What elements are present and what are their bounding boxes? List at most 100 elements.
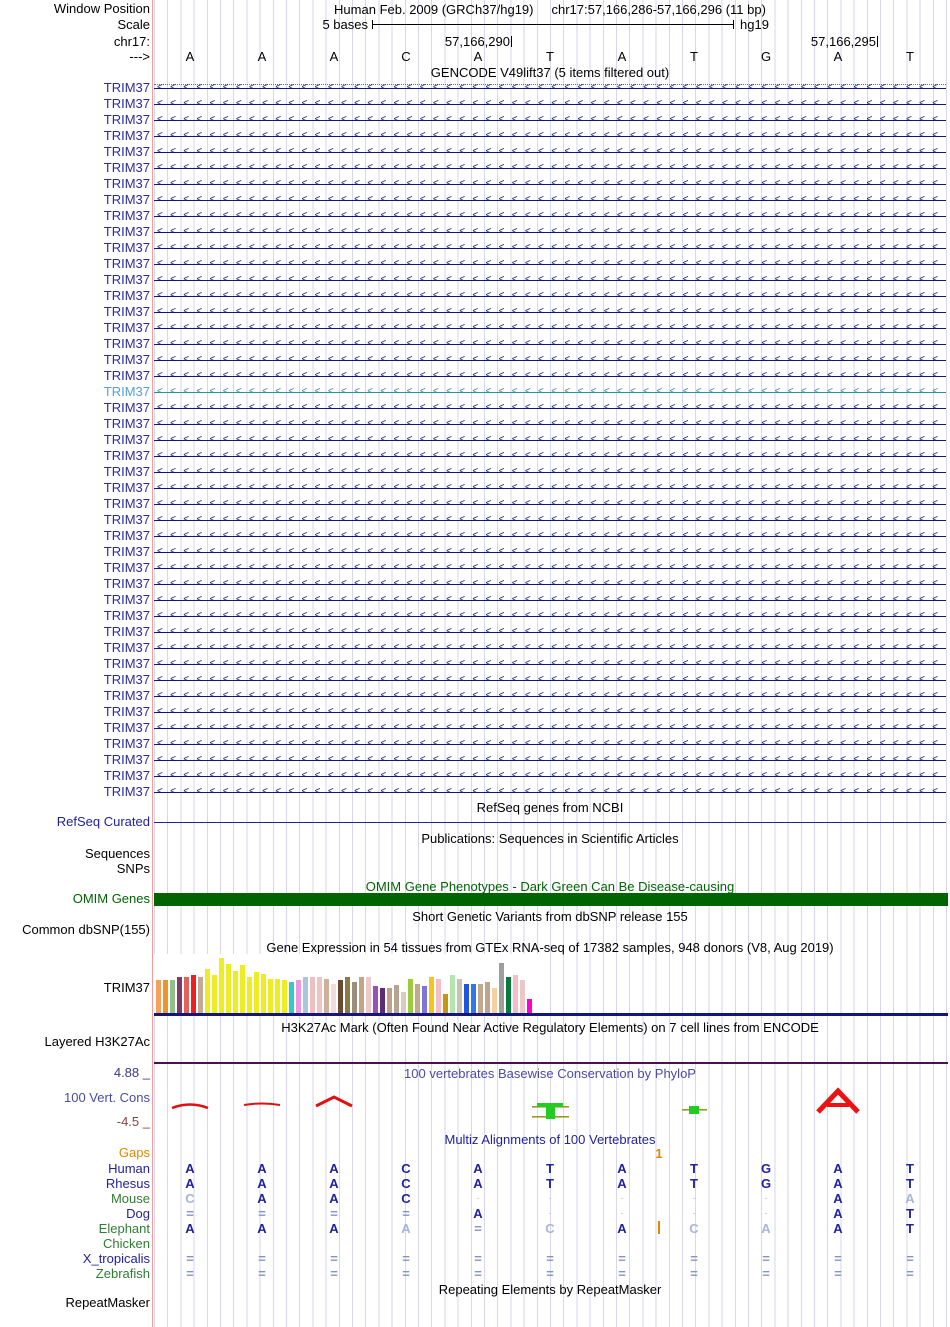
gencode-transcript-row[interactable]: <<<<<<<<<<<<<<<<<<<<<<<<<<<<<<<<<<<<<<<<… <box>154 624 946 640</box>
multiz-cell-mouse-3[interactable]: A <box>329 1191 339 1206</box>
multiz-cell-human-1[interactable]: A <box>185 1161 195 1176</box>
multiz-cell-x_tropicalis-8[interactable]: = <box>690 1251 698 1266</box>
gtex-tissue-bar-3[interactable] <box>170 980 175 1013</box>
multiz-cell-x_tropicalis-9[interactable]: = <box>762 1251 770 1266</box>
multiz-cell-rhesus-5[interactable]: A <box>473 1176 483 1191</box>
gtex-tissue-bar-35[interactable] <box>394 985 399 1013</box>
gtex-tissue-bar-10[interactable] <box>219 958 224 1013</box>
gencode-transcript-row[interactable]: <<<<<<<<<<<<<<<<<<<<<<<<<<<<<<<<<<<<<<<<… <box>154 480 946 496</box>
gencode-transcript-row[interactable]: <<<<<<<<<<<<<<<<<<<<<<<<<<<<<<<<<<<<<<<<… <box>154 544 946 560</box>
gtex-tissue-bar-48[interactable] <box>485 982 490 1013</box>
gtex-tissue-bar-34[interactable] <box>387 988 392 1013</box>
gtex-tissue-bar-37[interactable] <box>408 979 413 1013</box>
gtex-tissue-bar-50[interactable] <box>499 963 504 1013</box>
gtex-tissue-bar-17[interactable] <box>268 979 273 1013</box>
gtex-tissue-bar-4[interactable] <box>177 977 182 1013</box>
multiz-cell-zebrafish-7[interactable]: = <box>618 1266 626 1281</box>
gencode-transcript-row[interactable]: <<<<<<<<<<<<<<<<<<<<<<<<<<<<<<<<<<<<<<<<… <box>154 576 946 592</box>
gencode-transcript-row[interactable]: <<<<<<<<<<<<<<<<<<<<<<<<<<<<<<<<<<<<<<<<… <box>154 432 946 448</box>
multiz-cell-rhesus-3[interactable]: A <box>329 1176 339 1191</box>
gencode-transcript-row[interactable]: <<<<<<<<<<<<<<<<<<<<<<<<<<<<<<<<<<<<<<<<… <box>154 128 946 144</box>
gtex-bar-chart[interactable] <box>156 955 536 1013</box>
multiz-cell-dog-9[interactable]: - <box>764 1208 768 1218</box>
multiz-cell-zebrafish-6[interactable]: = <box>546 1266 554 1281</box>
multiz-cell-rhesus-1[interactable]: A <box>185 1176 195 1191</box>
multiz-cell-elephant-6[interactable]: C <box>545 1221 555 1236</box>
multiz-cell-elephant-1[interactable]: A <box>185 1221 195 1236</box>
gencode-transcript-row[interactable]: <<<<<<<<<<<<<<<<<<<<<<<<<<<<<<<<<<<<<<<<… <box>154 592 946 608</box>
gencode-transcript-row[interactable]: <<<<<<<<<<<<<<<<<<<<<<<<<<<<<<<<<<<<<<<<… <box>154 688 946 704</box>
multiz-cell-mouse-10[interactable]: A <box>833 1191 843 1206</box>
gtex-tissue-bar-24[interactable] <box>317 977 322 1013</box>
gtex-tissue-bar-47[interactable] <box>478 984 483 1013</box>
multiz-cell-human-4[interactable]: C <box>401 1161 411 1176</box>
gencode-transcript-row[interactable]: <<<<<<<<<<<<<<<<<<<<<<<<<<<<<<<<<<<<<<<<… <box>154 224 946 240</box>
gtex-tissue-bar-25[interactable] <box>324 979 329 1013</box>
gtex-tissue-bar-53[interactable] <box>520 980 525 1013</box>
gencode-transcript-row[interactable]: <<<<<<<<<<<<<<<<<<<<<<<<<<<<<<<<<<<<<<<<… <box>154 240 946 256</box>
gencode-transcript-row[interactable]: <<<<<<<<<<<<<<<<<<<<<<<<<<<<<<<<<<<<<<<<… <box>154 496 946 512</box>
multiz-cell-zebrafish-9[interactable]: = <box>762 1266 770 1281</box>
gtex-tissue-bar-39[interactable] <box>422 986 427 1013</box>
gtex-tissue-bar-46[interactable] <box>471 984 476 1013</box>
multiz-cell-dog-5[interactable]: A <box>473 1206 483 1221</box>
gencode-transcript-row[interactable]: <<<<<<<<<<<<<<<<<<<<<<<<<<<<<<<<<<<<<<<<… <box>154 400 946 416</box>
gtex-tissue-bar-14[interactable] <box>247 977 252 1013</box>
gtex-tissue-bar-12[interactable] <box>233 971 238 1013</box>
multiz-cell-mouse-9[interactable]: - <box>764 1193 768 1203</box>
gencode-transcript-row[interactable]: <<<<<<<<<<<<<<<<<<<<<<<<<<<<<<<<<<<<<<<<… <box>154 672 946 688</box>
gencode-transcript-row[interactable]: <<<<<<<<<<<<<<<<<<<<<<<<<<<<<<<<<<<<<<<<… <box>154 736 946 752</box>
gtex-tissue-bar-54[interactable] <box>527 999 532 1013</box>
multiz-cell-dog-10[interactable]: A <box>833 1206 843 1221</box>
multiz-cell-dog-3[interactable]: = <box>330 1206 338 1221</box>
gtex-tissue-bar-41[interactable] <box>436 979 441 1013</box>
gencode-transcript-row[interactable]: <<<<<<<<<<<<<<<<<<<<<<<<<<<<<<<<<<<<<<<<… <box>154 768 946 784</box>
multiz-cell-elephant-4[interactable]: A <box>401 1221 411 1236</box>
gtex-tissue-bar-21[interactable] <box>296 980 301 1013</box>
gtex-tissue-bar-44[interactable] <box>457 979 462 1013</box>
multiz-cell-mouse-5[interactable]: - <box>476 1193 480 1203</box>
gencode-transcript-row[interactable]: <<<<<<<<<<<<<<<<<<<<<<<<<<<<<<<<<<<<<<<<… <box>154 464 946 480</box>
multiz-cell-zebrafish-11[interactable]: = <box>906 1266 914 1281</box>
multiz-cell-human-6[interactable]: T <box>546 1161 554 1176</box>
gencode-transcript-row[interactable]: <<<<<<<<<<<<<<<<<<<<<<<<<<<<<<<<<<<<<<<<… <box>154 352 946 368</box>
multiz-cell-human-3[interactable]: A <box>329 1161 339 1176</box>
multiz-cell-zebrafish-4[interactable]: = <box>402 1266 410 1281</box>
gencode-transcript-row[interactable]: <<<<<<<<<<<<<<<<<<<<<<<<<<<<<<<<<<<<<<<<… <box>154 272 946 288</box>
gtex-tissue-bar-9[interactable] <box>212 975 217 1013</box>
gtex-tissue-bar-18[interactable] <box>275 979 280 1013</box>
multiz-cell-zebrafish-2[interactable]: = <box>258 1266 266 1281</box>
gtex-tissue-bar-20[interactable] <box>289 982 294 1013</box>
gencode-transcript-row[interactable]: <<<<<<<<<<<<<<<<<<<<<<<<<<<<<<<<<<<<<<<<… <box>154 160 946 176</box>
gtex-tissue-bar-30[interactable] <box>359 977 364 1013</box>
gtex-tissue-bar-38[interactable] <box>415 984 420 1013</box>
gencode-transcript-row[interactable]: <<<<<<<<<<<<<<<<<<<<<<<<<<<<<<<<<<<<<<<<… <box>154 528 946 544</box>
gtex-tissue-bar-51[interactable] <box>506 977 511 1013</box>
multiz-cell-dog-2[interactable]: = <box>258 1206 266 1221</box>
multiz-cell-human-5[interactable]: A <box>473 1161 483 1176</box>
gtex-tissue-bar-7[interactable] <box>198 977 203 1013</box>
gencode-transcript-row[interactable]: <<<<<<<<<<<<<<<<<<<<<<<<<<<<<<<<<<<<<<<<… <box>154 608 946 624</box>
multiz-cell-mouse-7[interactable]: - <box>620 1193 624 1203</box>
ruler-coord-right[interactable]: 57,166,295 <box>810 34 876 49</box>
multiz-cell-dog-11[interactable]: T <box>906 1206 914 1221</box>
multiz-cell-rhesus-7[interactable]: A <box>617 1176 627 1191</box>
multiz-cell-dog-4[interactable]: = <box>402 1206 410 1221</box>
multiz-cell-x_tropicalis-7[interactable]: = <box>618 1251 626 1266</box>
gencode-transcript-row[interactable]: <<<<<<<<<<<<<<<<<<<<<<<<<<<<<<<<<<<<<<<<… <box>154 304 946 320</box>
gtex-tissue-bar-42[interactable] <box>443 994 448 1013</box>
gtex-tissue-bar-31[interactable] <box>366 977 371 1013</box>
multiz-cell-zebrafish-8[interactable]: = <box>690 1266 698 1281</box>
gencode-transcript-row[interactable]: <<<<<<<<<<<<<<<<<<<<<<<<<<<<<<<<<<<<<<<<… <box>154 144 946 160</box>
multiz-cell-human-2[interactable]: A <box>257 1161 267 1176</box>
gencode-transcript-row[interactable]: <<<<<<<<<<<<<<<<<<<<<<<<<<<<<<<<<<<<<<<<… <box>154 192 946 208</box>
multiz-cell-dog-8[interactable]: - <box>692 1208 696 1218</box>
multiz-cell-x_tropicalis-10[interactable]: = <box>834 1251 842 1266</box>
multiz-cell-mouse-1[interactable]: C <box>185 1191 195 1206</box>
gencode-transcript-row[interactable]: <<<<<<<<<<<<<<<<<<<<<<<<<<<<<<<<<<<<<<<<… <box>154 416 946 432</box>
gencode-transcript-row[interactable]: <<<<<<<<<<<<<<<<<<<<<<<<<<<<<<<<<<<<<<<<… <box>154 176 946 192</box>
gencode-transcript-row[interactable]: <<<<<<<<<<<<<<<<<<<<<<<<<<<<<<<<<<<<<<<<… <box>154 656 946 672</box>
gtex-tissue-bar-28[interactable] <box>345 977 350 1013</box>
gencode-transcript-row[interactable]: <<<<<<<<<<<<<<<<<<<<<<<<<<<<<<<<<<<<<<<<… <box>154 256 946 272</box>
gtex-tissue-bar-36[interactable] <box>401 992 406 1013</box>
